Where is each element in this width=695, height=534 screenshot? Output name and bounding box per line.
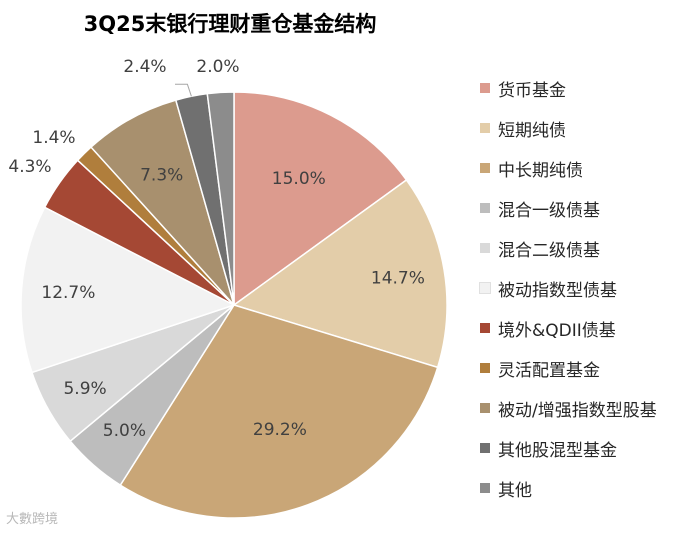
slice-label: 5.0% xyxy=(103,421,146,441)
legend-label: 中长期纯债 xyxy=(498,160,583,181)
legend-label: 境外&QDII债基 xyxy=(498,320,616,341)
legend-label: 混合一级债基 xyxy=(498,200,600,221)
legend: 货币基金短期纯债中长期纯债混合一级债基 混合二级债基 被动指数型债基 境外&QDII债… xyxy=(479,68,657,508)
legend-item: 被动指数型债基 xyxy=(479,268,657,308)
legend-label: 短期纯债 xyxy=(498,120,566,141)
legend-item: 境外&QDII债基 xyxy=(480,308,657,348)
legend-swatch xyxy=(480,203,490,213)
legend-swatch xyxy=(480,123,490,133)
leader-lines xyxy=(175,83,192,97)
legend-swatch xyxy=(480,243,490,253)
slice-label: 5.9% xyxy=(63,379,106,399)
legend-label: 混合二级债基 xyxy=(498,240,600,261)
legend-label: 被动指数型债基 xyxy=(498,280,617,301)
legend-swatch xyxy=(479,282,491,294)
legend-item: 货币基金 xyxy=(480,68,657,108)
legend-item: 中长期纯债 xyxy=(480,148,657,188)
legend-swatch xyxy=(480,403,490,413)
pie-slice xyxy=(20,206,236,374)
legend-label: 货币基金 xyxy=(498,80,566,101)
pie-slices xyxy=(20,91,448,519)
legend-label: 灵活配置基金 xyxy=(498,360,600,381)
pie-slice xyxy=(233,91,408,307)
legend-item: 被动/增强指数型股基 xyxy=(480,388,657,428)
watermark: 大數跨境 xyxy=(6,512,59,527)
legend-label: 其他股混型基金 xyxy=(498,440,617,461)
legend-item: 其他股混型基金 xyxy=(480,428,657,468)
legend-swatch xyxy=(480,83,490,93)
slice-labels: 15.0% 14.7% 29.2% 5.0% 5.9% 12.7% 4.3% 1.4% 7.3%… xyxy=(8,57,425,441)
legend-item: 短期纯债 xyxy=(480,108,657,148)
slice-label: 29.2% xyxy=(253,420,307,440)
legend-swatch xyxy=(480,443,490,453)
pie-slice xyxy=(206,91,235,306)
legend-label: 被动/增强指数型股基 xyxy=(498,400,657,421)
pie-slice xyxy=(89,99,235,306)
legend-label: 其他 xyxy=(498,480,532,501)
slice-label: 2.4% xyxy=(123,57,166,77)
legend-item: 混合二级债基 xyxy=(480,228,657,268)
legend-swatch xyxy=(480,323,490,333)
legend-item: 灵活配置基金 xyxy=(480,348,657,388)
legend-swatch xyxy=(480,483,490,493)
slice-label: 1.4% xyxy=(32,128,75,148)
pie-slice xyxy=(119,304,439,519)
slice-label: 12.7% xyxy=(41,283,95,303)
slice-label: 15.0% xyxy=(272,169,326,189)
slice-label: 14.7% xyxy=(371,269,425,289)
legend-item: 其他 xyxy=(480,468,657,508)
legend-swatch xyxy=(480,163,490,173)
leader-line xyxy=(175,83,192,97)
pie-chart: 15.0% 14.7% 29.2% 5.0% 5.9% 12.7% 4.3% 1.4% 7.3%… xyxy=(8,57,448,519)
legend-swatch xyxy=(480,363,490,373)
chart-title: 3Q25末银行理财重仓基金结构 xyxy=(83,12,377,36)
slice-label: 4.3% xyxy=(8,157,51,177)
slice-label: 7.3% xyxy=(140,166,183,186)
slice-label: 2.0% xyxy=(196,57,239,77)
legend-item: 混合一级债基 xyxy=(480,188,657,228)
pie-slice xyxy=(232,178,448,369)
